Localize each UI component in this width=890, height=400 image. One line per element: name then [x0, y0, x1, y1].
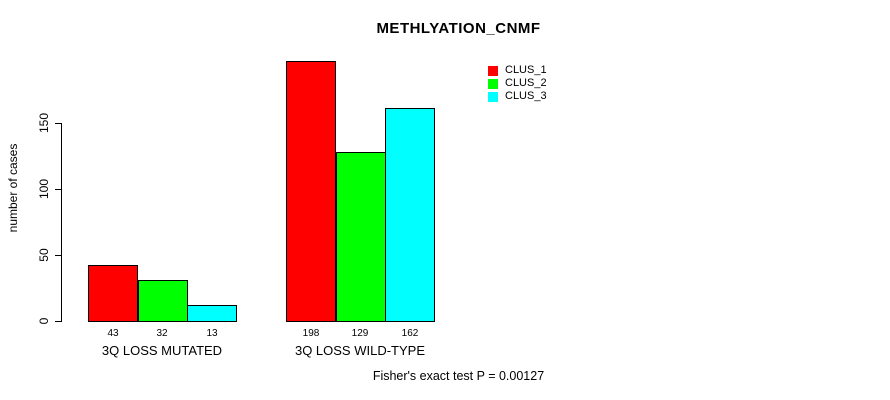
bar-clus_3-1: [187, 305, 237, 322]
y-axis-tick-label: 0: [37, 317, 51, 325]
annotation-text: Fisher's exact test P = 0.00127: [372, 369, 545, 383]
bar-value-label: 43: [107, 328, 119, 339]
bar-value-label: 129: [351, 328, 369, 339]
legend-swatch-icon: [488, 65, 498, 76]
y-axis-tick: [55, 255, 62, 256]
x-category-label: 3Q LOSS WILD-TYPE: [294, 343, 426, 358]
chart-title: METHLYATION_CNMF: [376, 20, 541, 37]
bar-value-label: 13: [206, 328, 218, 339]
y-axis-line: [61, 123, 62, 322]
y-axis-tick: [55, 189, 62, 190]
legend-swatch-icon: [488, 78, 498, 89]
y-axis-label: number of cases: [6, 143, 20, 233]
legend-label: CLUS_2: [505, 77, 547, 89]
x-category-label: 3Q LOSS MUTATED: [101, 343, 223, 358]
bar-clus_2-1: [138, 280, 188, 322]
bar-value-label: 162: [401, 328, 419, 339]
legend-item: CLUS_2: [488, 77, 547, 90]
legend-item: CLUS_3: [488, 90, 547, 103]
bar-value-label: 198: [302, 328, 320, 339]
legend: CLUS_1 CLUS_2 CLUS_3: [488, 64, 547, 103]
legend-label: CLUS_1: [505, 64, 547, 76]
y-axis-tick-label: 100: [37, 178, 51, 200]
legend-item: CLUS_1: [488, 64, 547, 77]
y-axis-tick-label: 150: [37, 112, 51, 134]
y-axis-tick-label: 50: [37, 248, 51, 262]
bar-clus_3-2: [385, 108, 435, 322]
y-axis-tick: [55, 123, 62, 124]
bar-value-label: 32: [156, 328, 168, 339]
y-axis-tick: [55, 321, 62, 322]
bar-clus_1-1: [88, 265, 138, 322]
bar-clus_2-2: [336, 152, 386, 322]
legend-swatch-icon: [488, 91, 498, 102]
bar-clus_1-2: [286, 61, 336, 322]
legend-label: CLUS_3: [505, 90, 547, 102]
